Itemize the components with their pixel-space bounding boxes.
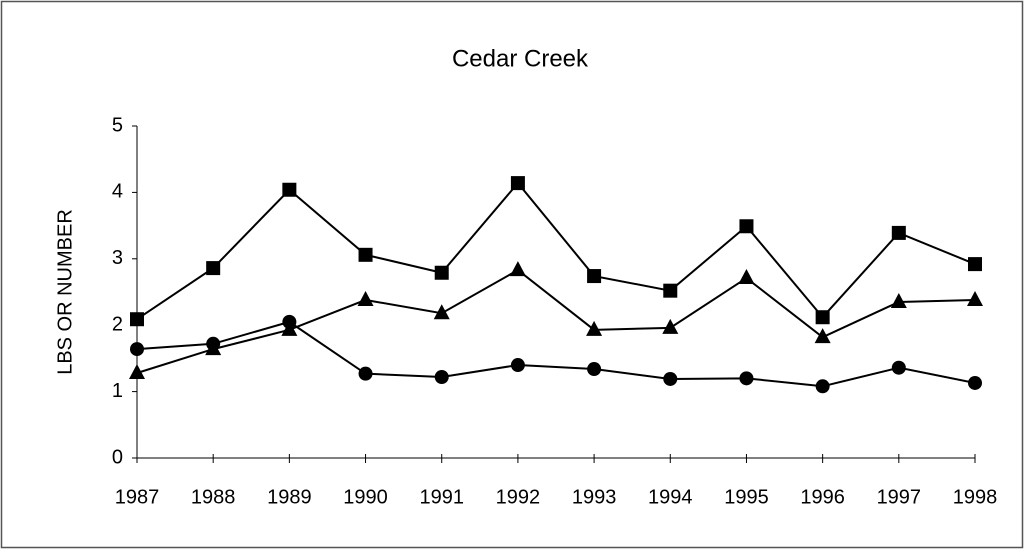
marker-circle <box>739 371 754 386</box>
marker-triangle <box>890 292 907 308</box>
x-tick-label: 1990 <box>343 486 388 508</box>
marker-circle <box>891 360 906 375</box>
marker-circle <box>130 342 144 357</box>
marker-triangle <box>814 328 831 344</box>
series-line <box>136 181 976 321</box>
marker-square <box>510 176 525 191</box>
y-tick-label: 2 <box>112 313 123 335</box>
x-tick-label: 1994 <box>648 486 693 508</box>
x-tick-label: 1988 <box>191 486 236 508</box>
marker-triangle <box>586 320 603 336</box>
marker-square <box>434 265 449 280</box>
marker-square <box>130 312 144 327</box>
marker-triangle <box>738 269 755 285</box>
marker-triangle <box>509 261 526 277</box>
marker-triangle <box>129 364 145 380</box>
marker-triangle <box>967 290 983 306</box>
marker-circle <box>968 375 982 390</box>
marker-circle <box>358 366 373 381</box>
marker-triangle <box>662 318 679 334</box>
y-tick-label: 5 <box>112 114 123 136</box>
marker-triangle <box>357 290 374 306</box>
marker-circle <box>663 371 678 386</box>
x-tick-label: 1987 <box>115 486 160 508</box>
y-axis-label: LBS OR NUMBER <box>54 209 76 375</box>
marker-square <box>206 261 221 276</box>
marker-circle <box>510 358 525 373</box>
marker-circle <box>587 362 602 377</box>
marker-square <box>663 283 678 298</box>
x-tick-label: 1991 <box>419 486 464 508</box>
y-tick-label: 0 <box>112 446 123 468</box>
y-tick-label: 3 <box>112 247 123 269</box>
series-line <box>136 268 976 374</box>
marker-square <box>815 310 830 325</box>
x-tick-label: 1995 <box>724 486 769 508</box>
x-tick-label: 1996 <box>800 486 845 508</box>
marker-square <box>968 257 982 272</box>
x-tick-label: 1992 <box>496 486 541 508</box>
marker-circle <box>434 369 449 384</box>
marker-square <box>891 225 906 240</box>
y-tick-label: 1 <box>112 380 123 402</box>
x-tick-label: 1997 <box>877 486 922 508</box>
x-tick-label: 1998 <box>953 486 998 508</box>
marker-square <box>358 247 373 262</box>
marker-circle <box>815 379 830 394</box>
series-line <box>136 320 976 388</box>
x-tick-label: 1989 <box>267 486 312 508</box>
marker-circle <box>282 314 297 329</box>
chart-title: Cedar Creek <box>452 45 589 72</box>
y-tick-label: 4 <box>112 181 123 203</box>
marker-triangle <box>433 304 450 320</box>
marker-square <box>739 219 754 234</box>
marker-square <box>587 269 602 284</box>
marker-square <box>282 182 297 197</box>
x-tick-label: 1993 <box>572 486 617 508</box>
marker-circle <box>206 336 221 351</box>
